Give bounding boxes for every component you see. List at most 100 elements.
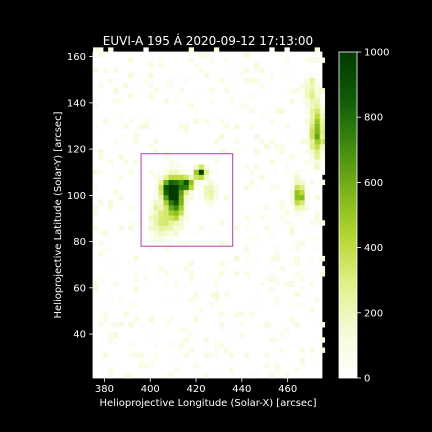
heatmap-cell bbox=[173, 199, 179, 206]
heatmap-cell bbox=[163, 179, 169, 186]
y-axis-label: Helioprojective Latitude (Solar-Y) [arcs… bbox=[53, 111, 64, 318]
heatmap-cell bbox=[153, 88, 159, 94]
heatmap-cell bbox=[223, 240, 230, 247]
heatmap-cell bbox=[203, 118, 210, 124]
heatmap-cell bbox=[208, 352, 215, 358]
heatmap-cell bbox=[294, 291, 300, 297]
heatmap-cell bbox=[163, 225, 169, 231]
colorbar-tick-label: 1000 bbox=[364, 48, 389, 59]
heatmap-cell bbox=[309, 93, 315, 99]
heatmap-cell bbox=[304, 138, 310, 145]
heatmap-cell bbox=[128, 93, 134, 99]
heatmap-cell bbox=[113, 138, 119, 145]
heatmap-cell bbox=[203, 286, 210, 292]
heatmap-cell bbox=[148, 220, 154, 226]
heatmap-cell bbox=[93, 184, 99, 191]
heatmap-cell bbox=[203, 184, 210, 191]
heatmap-cell bbox=[103, 311, 109, 318]
heatmap-cell bbox=[203, 169, 210, 175]
heatmap-cell bbox=[193, 316, 200, 323]
heatmap-cell bbox=[178, 225, 184, 231]
heatmap-cell bbox=[244, 215, 250, 221]
heatmap-cell bbox=[304, 189, 310, 196]
heatmap-cell bbox=[304, 123, 310, 130]
heatmap-cell bbox=[294, 205, 300, 211]
heatmap-cell bbox=[274, 245, 280, 252]
heatmap-cell bbox=[188, 271, 195, 277]
heatmap-cell bbox=[128, 372, 134, 379]
heatmap-cell bbox=[173, 93, 179, 99]
heatmap-cell bbox=[108, 296, 114, 303]
heatmap-cell bbox=[213, 352, 220, 358]
heatmap-cell bbox=[299, 184, 305, 191]
heatmap-cell bbox=[123, 311, 129, 318]
heatmap-cell bbox=[98, 311, 104, 318]
heatmap-cell bbox=[279, 205, 285, 211]
heatmap-cell bbox=[299, 362, 305, 369]
heatmap-cell bbox=[148, 362, 154, 369]
heatmap-cell bbox=[274, 108, 280, 114]
heatmap-cell bbox=[118, 296, 124, 303]
heatmap-cell bbox=[153, 352, 159, 358]
heatmap-cell bbox=[98, 240, 104, 247]
heatmap-cell bbox=[314, 123, 321, 130]
heatmap-cell bbox=[309, 255, 315, 262]
heatmap-cell bbox=[294, 189, 300, 196]
heatmap-cell bbox=[163, 230, 169, 236]
heatmap-cell bbox=[294, 322, 300, 328]
heatmap-cell bbox=[168, 230, 174, 236]
heatmap-cell bbox=[254, 149, 260, 155]
heatmap-cell bbox=[173, 367, 179, 374]
heatmap-cell bbox=[203, 164, 210, 170]
heatmap-cell bbox=[223, 149, 230, 155]
heatmap-cell bbox=[279, 144, 285, 150]
heatmap-cell bbox=[269, 276, 275, 282]
heatmap-cell bbox=[198, 52, 205, 58]
heatmap-cell bbox=[103, 352, 109, 358]
heatmap-cell bbox=[103, 118, 109, 124]
heatmap-cell bbox=[188, 169, 195, 175]
heatmap-cell bbox=[93, 225, 99, 231]
heatmap-cell bbox=[188, 179, 195, 186]
heatmap-cell bbox=[289, 189, 295, 196]
heatmap-cell bbox=[193, 311, 200, 318]
heatmap-cell bbox=[213, 281, 220, 287]
heatmap-cell bbox=[133, 133, 139, 140]
heatmap-cell bbox=[264, 327, 270, 333]
heatmap-cell bbox=[279, 199, 285, 206]
heatmap-cell bbox=[208, 184, 215, 191]
heatmap-cell bbox=[183, 174, 190, 180]
heatmap-cell bbox=[108, 367, 114, 374]
heatmap-cell bbox=[234, 271, 240, 277]
heatmap-cell bbox=[113, 189, 119, 196]
heatmap-cell bbox=[93, 47, 99, 53]
heatmap-cell bbox=[163, 154, 169, 160]
chart-title: EUVI-A 195 Á 2020-09-12 17:13:00 bbox=[103, 33, 313, 48]
x-axis-label: Helioprojective Longitude (Solar-X) [arc… bbox=[100, 398, 317, 409]
heatmap-cell bbox=[163, 245, 169, 252]
heatmap-cell bbox=[309, 77, 315, 84]
heatmap-cell bbox=[299, 189, 305, 196]
heatmap-cell bbox=[299, 88, 305, 94]
x-tick-label: 460 bbox=[278, 384, 297, 395]
heatmap-cell bbox=[108, 47, 114, 53]
heatmap-cell bbox=[168, 174, 174, 180]
heatmap-cell bbox=[133, 271, 139, 277]
heatmap-cell bbox=[274, 296, 280, 303]
heatmap-cell bbox=[168, 189, 174, 196]
heatmap-cell bbox=[213, 159, 220, 165]
heatmap-cell bbox=[158, 266, 164, 272]
heatmap-cell bbox=[314, 357, 321, 364]
heatmap-cell bbox=[304, 82, 310, 89]
heatmap-cell bbox=[314, 210, 321, 216]
heatmap-cell bbox=[208, 88, 215, 94]
heatmap-cell bbox=[178, 174, 184, 180]
heatmap-cell bbox=[309, 118, 315, 124]
heatmap-cell bbox=[178, 179, 184, 186]
heatmap-cell bbox=[208, 98, 215, 104]
heatmap-cell bbox=[254, 301, 260, 308]
heatmap-cell bbox=[173, 174, 179, 180]
heatmap-cell bbox=[183, 199, 190, 206]
heatmap-cell bbox=[118, 194, 124, 201]
heatmap-cell bbox=[279, 266, 285, 272]
